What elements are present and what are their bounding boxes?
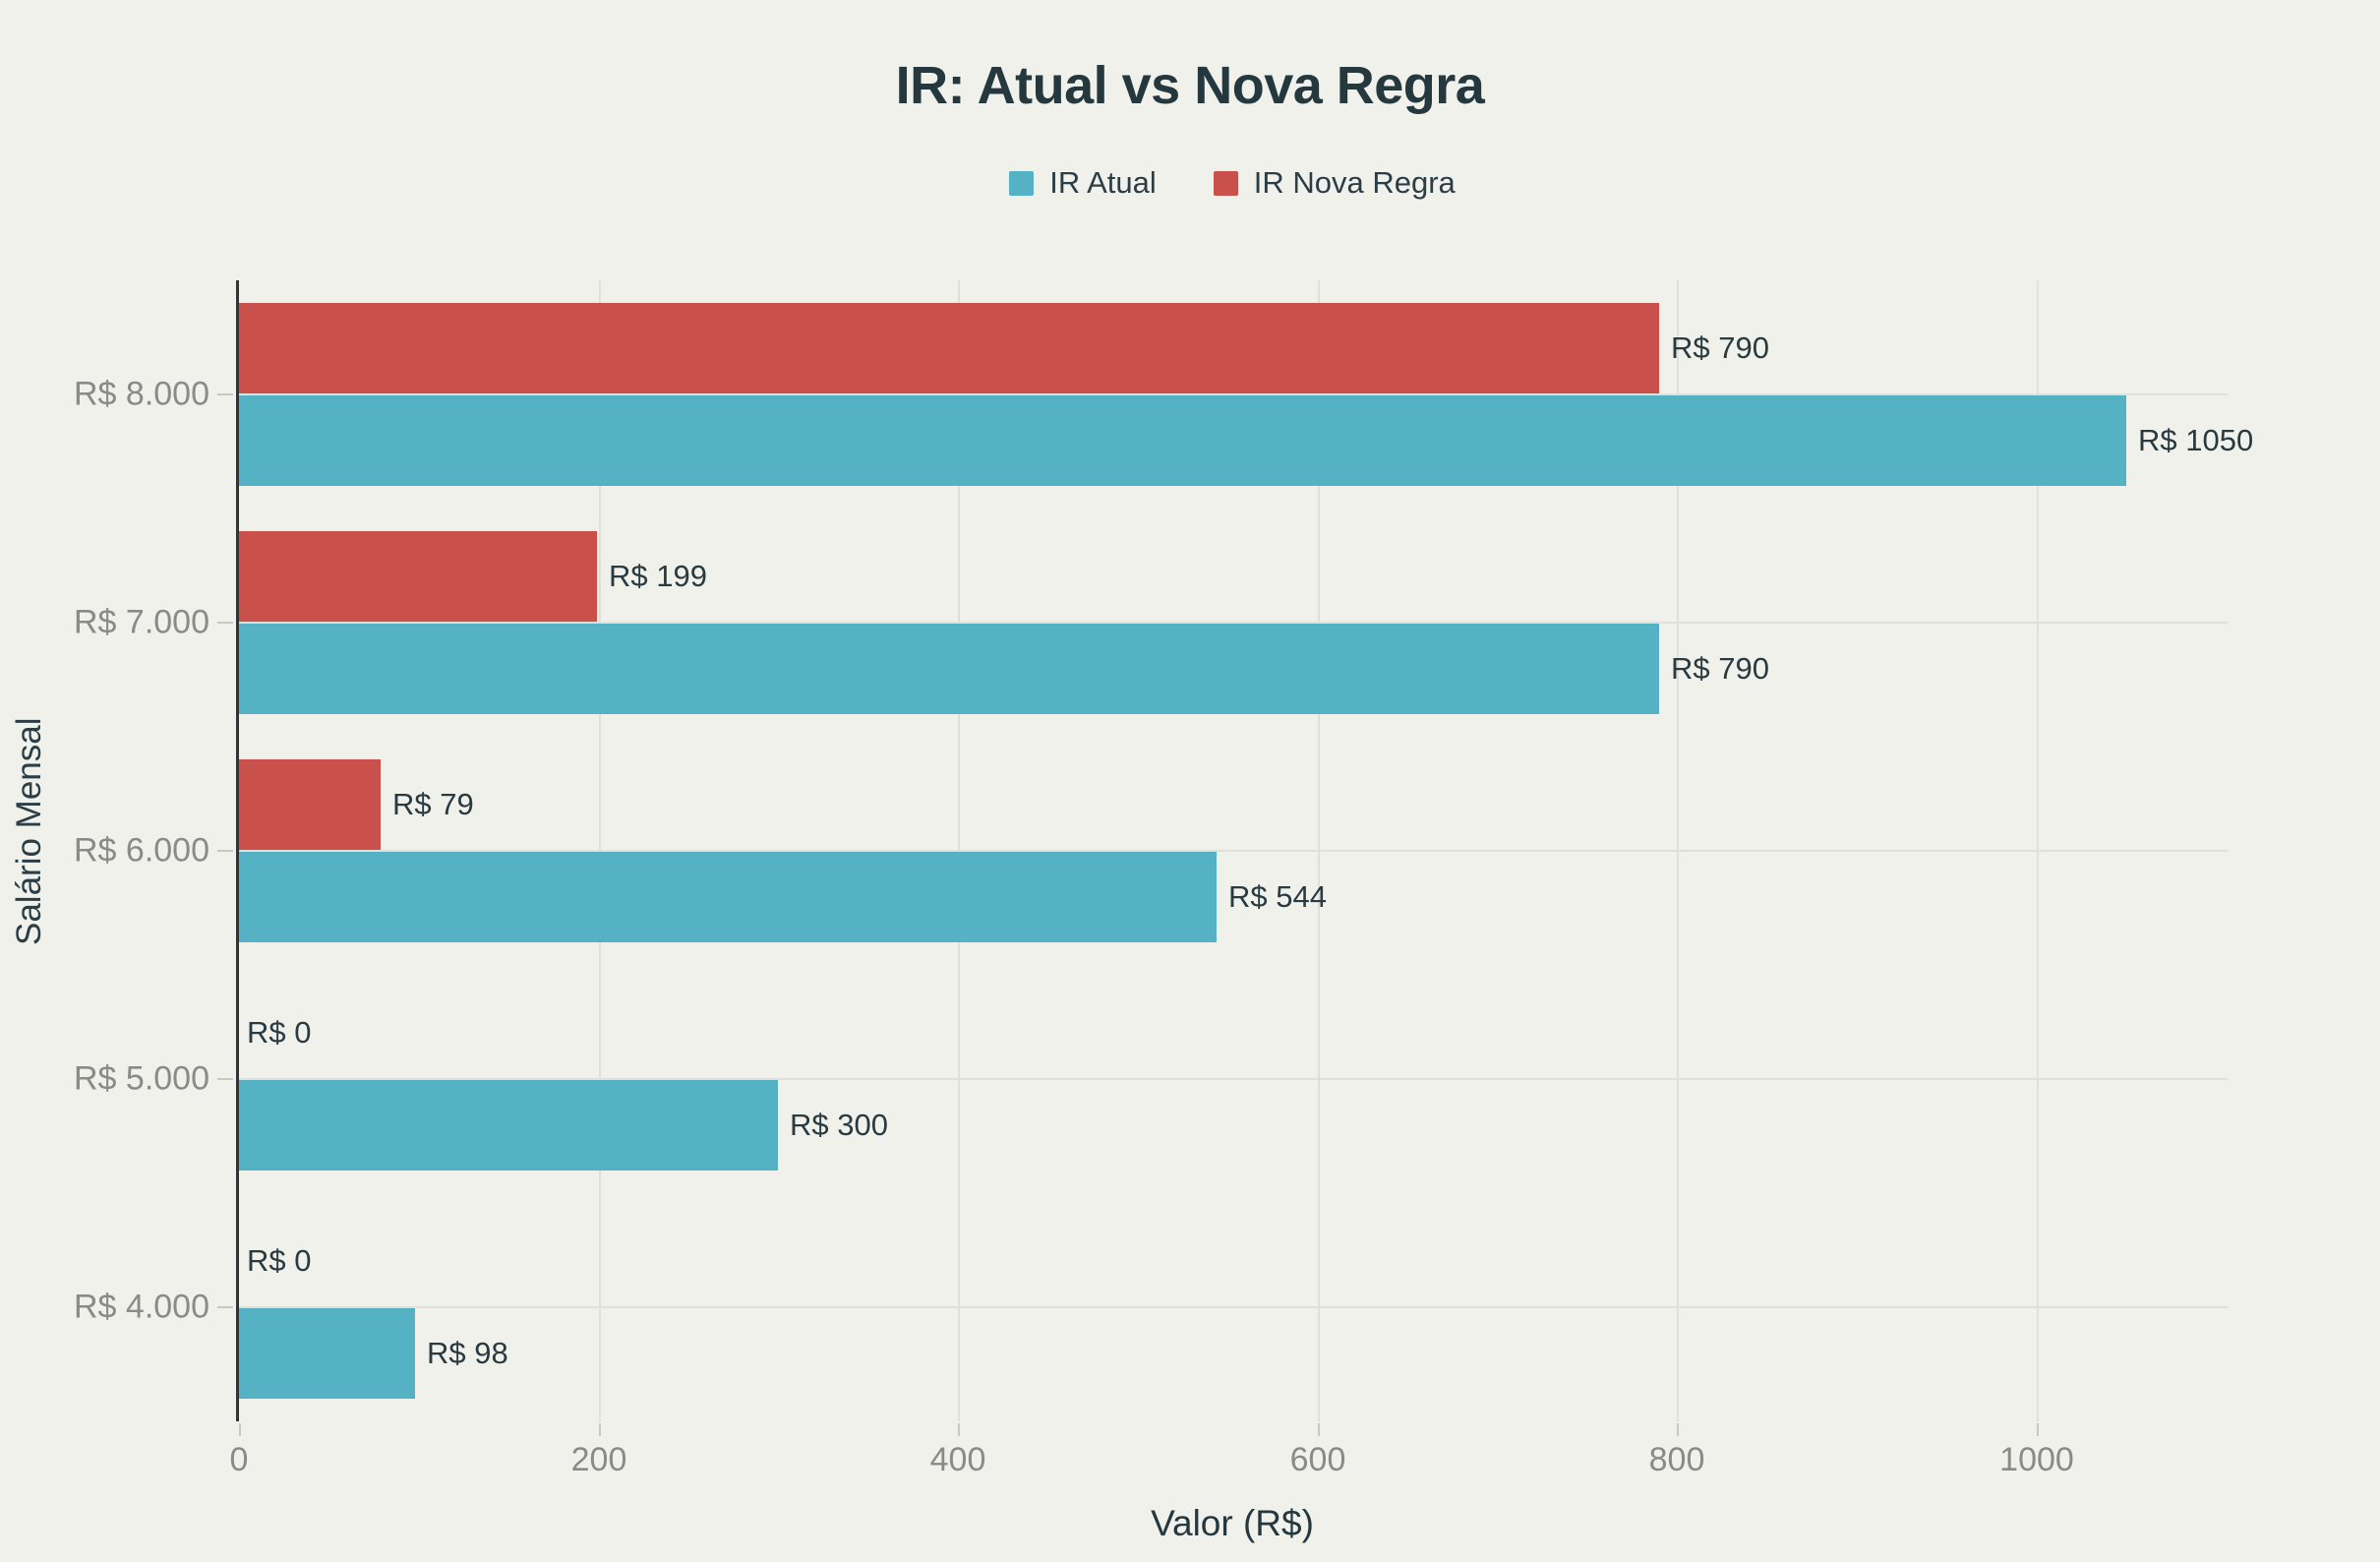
category-gridline bbox=[239, 1078, 2228, 1080]
category-gridline bbox=[239, 1306, 2228, 1308]
x-tick-mark bbox=[2037, 1423, 2039, 1436]
y-tick-label: R$ 6.000 bbox=[74, 831, 209, 870]
legend-swatch-icon bbox=[1213, 170, 1238, 196]
x-tick-label: 400 bbox=[929, 1441, 986, 1478]
bar-value-label: R$ 544 bbox=[1228, 879, 1327, 914]
bar-value-label: R$ 1050 bbox=[2138, 423, 2254, 457]
bar-value-label: R$ 0 bbox=[247, 1243, 312, 1278]
bar-nova-regra bbox=[239, 531, 597, 622]
bar-value-label: R$ 790 bbox=[1671, 651, 1769, 686]
bar-value-label: R$ 98 bbox=[427, 1336, 508, 1370]
y-tick-label: R$ 4.000 bbox=[74, 1288, 209, 1326]
bar-value-label: R$ 0 bbox=[247, 1015, 312, 1050]
bar-atual bbox=[239, 1308, 415, 1399]
y-axis-title: Salário Mensal bbox=[10, 717, 48, 945]
x-tick-label: 800 bbox=[1648, 1441, 1705, 1478]
bar-nova-regra bbox=[239, 303, 1659, 393]
y-tick-label: R$ 7.000 bbox=[74, 603, 209, 641]
category-gridline bbox=[239, 850, 2228, 852]
legend-label: IR Nova Regra bbox=[1253, 165, 1456, 200]
x-tick-mark bbox=[239, 1423, 241, 1436]
bar-value-label: R$ 199 bbox=[609, 559, 707, 593]
legend: IR Atual IR Nova Regra bbox=[239, 165, 2226, 201]
bar-atual bbox=[239, 1080, 778, 1171]
x-tick-mark bbox=[599, 1423, 601, 1436]
bar-value-label: R$ 790 bbox=[1671, 330, 1769, 365]
bar-atual bbox=[239, 395, 2126, 486]
x-tick-label: 600 bbox=[1289, 1441, 1346, 1478]
category-gridline bbox=[239, 393, 2228, 395]
x-tick-label: 1000 bbox=[1999, 1441, 2074, 1478]
bar-value-label: R$ 79 bbox=[392, 787, 474, 821]
y-tick-mark bbox=[217, 393, 233, 395]
x-axis-title: Valor (R$) bbox=[1151, 1503, 1314, 1543]
x-tick-mark bbox=[1318, 1423, 1320, 1436]
y-tick-mark bbox=[217, 1078, 233, 1080]
legend-item-nova-regra[interactable]: IR Nova Regra bbox=[1213, 165, 1456, 201]
y-tick-label: R$ 8.000 bbox=[74, 375, 209, 413]
legend-label: IR Atual bbox=[1049, 165, 1157, 200]
x-tick-mark bbox=[958, 1423, 960, 1436]
chart-title: IR: Atual vs Nova Regra bbox=[895, 56, 1485, 115]
legend-swatch-icon bbox=[1009, 170, 1035, 196]
legend-item-atual[interactable]: IR Atual bbox=[1009, 165, 1157, 201]
bar-atual bbox=[239, 624, 1659, 714]
x-tick-mark bbox=[1677, 1423, 1679, 1436]
bar-nova-regra bbox=[239, 759, 381, 850]
x-tick-label: 0 bbox=[229, 1441, 249, 1478]
y-tick-mark bbox=[217, 850, 233, 852]
x-tick-label: 200 bbox=[570, 1441, 627, 1478]
y-axis-line bbox=[236, 280, 239, 1421]
y-tick-label: R$ 5.000 bbox=[74, 1059, 209, 1098]
category-gridline bbox=[239, 622, 2228, 624]
y-tick-mark bbox=[217, 1306, 233, 1308]
plot-area: 0 200 400 600 800 1000 R$ 8.000 R$ 790 R$ 1050 R$… bbox=[74, 280, 2253, 1478]
bar-value-label: R$ 300 bbox=[790, 1108, 888, 1142]
bar-atual bbox=[239, 852, 1217, 942]
y-tick-mark bbox=[217, 622, 233, 624]
